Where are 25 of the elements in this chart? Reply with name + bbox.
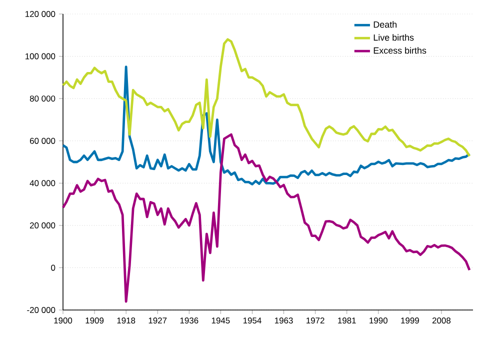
legend-label: Live births	[374, 34, 414, 41]
x-tick-label: 2008	[432, 318, 451, 324]
y-tick-label: 40 000	[30, 180, 56, 186]
x-tick-label: 1936	[180, 318, 198, 324]
x-tick-label: 1918	[117, 318, 136, 324]
x-tick-label: 1990	[370, 318, 388, 324]
x-tick-label: 1945	[212, 318, 230, 324]
x-tick-label: 1900	[54, 318, 72, 324]
y-tick-label: 120 000	[26, 11, 56, 17]
y-tick-label: 20 000	[30, 222, 56, 228]
y-tick-label: 60 000	[30, 138, 56, 144]
x-tick-label: 1909	[86, 318, 104, 324]
x-tick-label: 1999	[401, 318, 419, 324]
x-tick-label: 1981	[338, 318, 356, 324]
line-series	[62, 133, 471, 303]
y-tick-label: 100 000	[26, 53, 56, 60]
y-tick-label: -20 000	[27, 307, 56, 313]
legend-label: Death	[374, 21, 397, 28]
x-tick-label: 1927	[148, 318, 167, 324]
x-tick-label: 1963	[274, 318, 293, 324]
y-tick-label: 0	[51, 264, 56, 271]
legend-label: Excess births	[374, 47, 426, 54]
y-tick-label: 80 000	[30, 96, 56, 102]
x-tick-label: 1954	[243, 318, 262, 324]
x-tick-label: 1972	[306, 318, 324, 324]
